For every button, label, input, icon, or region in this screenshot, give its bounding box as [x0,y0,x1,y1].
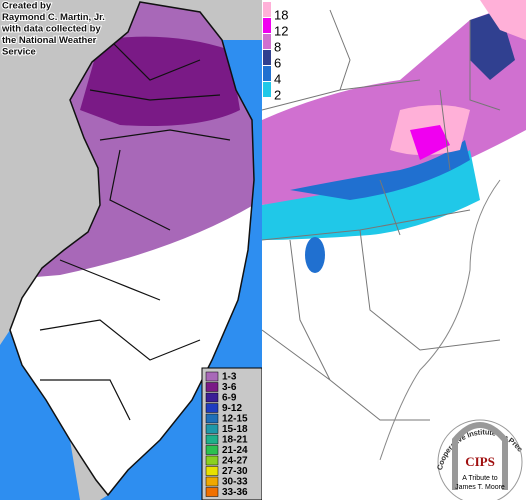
credit-line: Raymond C. Martin, Jr. [2,12,105,23]
snowfall-shading [262,0,526,273]
legend-label: 24-27 [222,456,248,467]
legend-swatch [263,2,271,17]
coastline [379,179,501,461]
nj-outline [9,1,255,497]
snow-3-6 [80,36,240,126]
delaware-bay [0,330,80,500]
credit-line: Service [2,47,36,58]
legend-swatch [205,371,219,382]
legend-swatch [205,403,219,413]
left-legend: 1-33-66-99-1212-1515-1818-2121-2424-2727… [205,371,248,498]
legend-label: 6-9 [222,393,237,404]
legend-label: 18-21 [222,435,248,446]
legend-swatch [263,34,271,49]
legend-swatch [205,434,219,445]
legend-swatch [205,476,219,487]
logo-person: James T. Moore [455,484,505,491]
legend-label: 21-24 [222,445,248,456]
logo-tribute: A Tribute to [462,475,498,482]
legend-swatch [205,445,219,455]
legend-label: 30-33 [222,477,248,488]
legend-label: 1-3 [222,372,237,383]
legend-label: 12-15 [222,414,248,425]
legend-swatch [205,455,219,466]
logo-arch [452,422,508,490]
credit-line: the National Weather [2,35,97,46]
legend-label: 12 [274,23,288,38]
logo-ring [437,419,523,500]
county-lines [39,39,231,421]
legend-label: 3-6 [222,382,237,393]
legend-swatch [205,424,219,434]
legend-swatch [263,18,271,33]
legend-swatch [205,466,219,476]
legend-label: 9-12 [222,403,242,414]
legend-label: 18 [274,7,288,22]
legend-label: 6 [274,55,281,70]
state-borders [261,9,501,421]
credit-line: with data collected by [1,24,101,35]
legend-label: 2 [274,87,281,102]
legend-swatch [205,413,219,424]
legend-swatch [205,382,219,392]
legend-label: 4 [274,71,281,86]
legend-swatch [263,66,271,81]
legend-label: 8 [274,39,281,54]
legend-swatch [263,50,271,65]
legend-swatch [205,487,219,497]
legend-label: 15-18 [222,424,248,435]
legend-label: 27-30 [222,466,248,477]
logo-acronym: CIPS [465,454,495,469]
legend-swatch [263,82,271,97]
credit-line: Created by [2,1,52,12]
legend-swatch [205,392,219,403]
legend-label: 33-36 [222,487,248,498]
